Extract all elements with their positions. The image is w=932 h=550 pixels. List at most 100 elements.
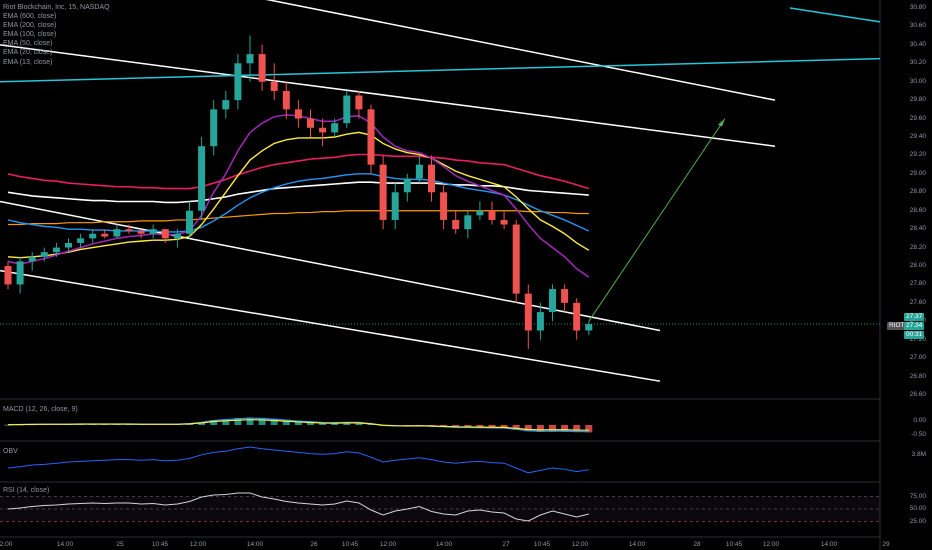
macd-histogram-bar	[512, 425, 520, 430]
macd-histogram-bar	[561, 425, 569, 432]
ema100-line	[7, 153, 590, 190]
candle-body	[4, 266, 12, 285]
candle-body	[89, 233, 97, 239]
time-tick-label: 27	[502, 541, 510, 548]
macd-histogram-bar	[573, 425, 581, 433]
candle-body	[198, 146, 206, 211]
candle-body	[52, 247, 60, 253]
macd-title[interactable]: MACD (12, 26, close, 9)	[3, 406, 78, 413]
price-tick-label: 28.20	[909, 243, 926, 251]
candle-body	[573, 302, 581, 331]
countdown-badge: 00:31	[904, 331, 925, 339]
candle-body	[500, 219, 508, 225]
candle-body	[101, 233, 109, 237]
time-tick-label: 10:45	[725, 541, 743, 548]
candle-body	[585, 324, 593, 331]
projection-arrow	[588, 118, 726, 322]
obv-title[interactable]: OBV	[3, 448, 18, 455]
time-tick-label: 12:00	[762, 541, 780, 548]
legend-ema13[interactable]: EMA (13, close)	[3, 58, 53, 66]
price-tick-label: 30.00	[909, 77, 926, 85]
price-tick-label: 28.80	[909, 188, 926, 196]
upper-channel-line-1	[265, 0, 776, 101]
price-tick-label: 29.80	[909, 96, 926, 104]
candle-body	[549, 289, 556, 313]
rsi-tick-label: 75.00	[909, 492, 926, 500]
time-tick-label: 14:00	[820, 541, 838, 548]
obv-line	[7, 446, 589, 474]
candle-body	[464, 215, 472, 230]
candle-body	[270, 81, 278, 91]
candle-body	[173, 233, 181, 239]
rsi-line	[7, 492, 589, 522]
price-tick-label: 27.00	[909, 354, 926, 362]
price-tick-label: 29.40	[909, 133, 926, 140]
legend-ema20[interactable]: EMA (20, close)	[3, 49, 53, 57]
price-tick-label: 28.00	[909, 262, 926, 269]
candle-body	[186, 210, 193, 234]
rsi-title[interactable]: RSI (14, close)	[3, 487, 50, 494]
current-price-badge: 27.34	[904, 322, 925, 330]
candle-body	[415, 164, 423, 179]
candle-body	[246, 54, 254, 64]
candle-body	[258, 54, 266, 82]
price-tick-label: 27.60	[909, 298, 926, 306]
macd-histogram-bar	[246, 417, 254, 425]
trendline-cyan	[0, 57, 881, 83]
trendline-cyan-2	[789, 7, 881, 23]
macd-histogram-bar	[222, 419, 230, 425]
macd-signal-line	[7, 419, 589, 431]
candle-body	[512, 224, 520, 294]
projection-arrowhead	[718, 118, 725, 127]
upper-channel-line-2	[0, 44, 776, 147]
price-tick-label: 29.00	[909, 169, 926, 177]
obv-tick-label: 3.8M	[911, 451, 926, 458]
macd-histogram-bar	[270, 418, 278, 425]
candle-body	[367, 109, 375, 165]
ticker-badge: RIOT	[887, 322, 907, 330]
candle-body	[222, 100, 230, 110]
candle-body	[379, 164, 387, 220]
macd-histogram-bar	[524, 425, 532, 432]
macd-histogram-bar	[4, 424, 12, 426]
legend-ema100[interactable]: EMA (100, close)	[3, 31, 57, 39]
time-tick-label: 26	[310, 541, 318, 548]
candle-body	[137, 230, 145, 234]
candle-body	[391, 192, 399, 220]
macd-histogram-bar	[307, 421, 314, 425]
macd-histogram-bar	[500, 425, 508, 429]
candle-body	[77, 238, 85, 243]
candle-body	[234, 63, 242, 101]
ema13-line	[7, 114, 590, 278]
time-tick-label: 14:00	[56, 541, 74, 548]
time-tick-label: 14:00	[435, 541, 453, 548]
time-tick-label: 12:00	[571, 541, 589, 548]
time-tick-label: 29	[882, 541, 890, 548]
price-tick-label: 29.20	[909, 151, 926, 159]
candle-body	[488, 210, 496, 220]
price-tick-label: 29.60	[909, 114, 926, 122]
macd-tick-label: -0.50	[911, 431, 926, 438]
time-tick-label: 10:45	[341, 541, 359, 548]
candle-body	[28, 256, 36, 262]
rsi-tick-label: 50.00	[909, 505, 926, 512]
price-tick-label: 30.20	[909, 59, 926, 67]
candle-body	[403, 178, 411, 193]
price-tick-label: 27.20	[909, 335, 926, 343]
candle-body	[282, 90, 290, 110]
candle-body	[65, 242, 72, 248]
legend-ema50[interactable]: EMA (50, close)	[3, 40, 53, 48]
time-tick-label: 14:00	[628, 541, 646, 548]
price-tick-label: 26.80	[909, 372, 926, 380]
time-tick-label: 12:00	[189, 541, 207, 548]
legend-ema600[interactable]: EMA (600, close)	[3, 13, 57, 21]
candle-body	[149, 229, 157, 234]
candle-body	[452, 219, 460, 230]
macd-histogram-bar	[549, 425, 556, 432]
legend-ema200[interactable]: EMA (200, close)	[3, 22, 57, 30]
candle-body	[294, 109, 302, 119]
candle-body	[536, 312, 544, 331]
macd-histogram-bar	[488, 425, 496, 429]
